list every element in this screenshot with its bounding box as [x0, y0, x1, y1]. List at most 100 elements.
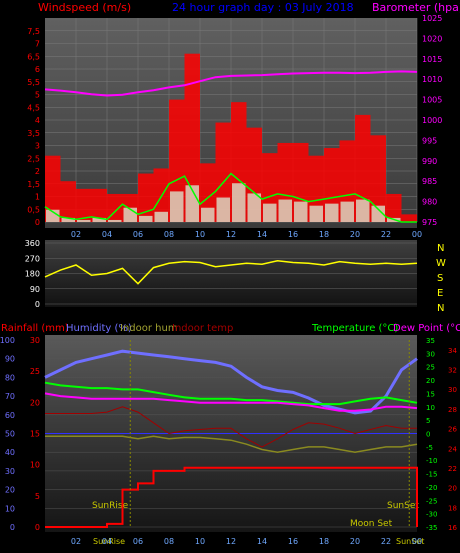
- dewpoint-tick-label: 20: [448, 485, 457, 493]
- sunset-axis-label: SunSet: [396, 537, 424, 546]
- gust-bar: [324, 148, 340, 222]
- temperature-tick-label: -20: [426, 484, 437, 492]
- gust-bar: [91, 188, 107, 222]
- wind-tick-label: 0: [35, 218, 40, 227]
- barometer-tick-label: 1025: [422, 14, 442, 23]
- indoor-hum-line: [45, 435, 418, 453]
- dewpoint-tick-label: 30: [448, 386, 457, 394]
- wind-x-tick: 00: [412, 230, 422, 239]
- temp-x-tick: 18: [319, 537, 329, 546]
- direction-tick-label: 90: [30, 285, 40, 294]
- dewpoint-line: [44, 392, 418, 412]
- legend-indoor-hum: Indoor hum: [120, 323, 178, 334]
- dewpoint-tick-label: 24: [448, 445, 457, 453]
- barometer-tick-label: 975: [422, 218, 437, 227]
- temp-x-tick: 14: [257, 537, 267, 546]
- gust-bar: [215, 122, 231, 222]
- wind-tick-label: 5,5: [27, 78, 40, 87]
- wind-tick-label: 5: [35, 91, 40, 100]
- gust-bar: [45, 155, 61, 222]
- wind-x-tick: 08: [164, 230, 174, 239]
- humidity-tick-label: 30: [5, 467, 15, 476]
- temperature-tick-label: 30: [426, 350, 435, 358]
- wind-avg-bar: [185, 185, 199, 222]
- legend-temperature: Temperature (°C): [311, 323, 398, 334]
- legend-humidity: Humidity (%): [66, 323, 132, 334]
- direction-tick-label: 270: [25, 254, 40, 263]
- compass-n-bottom: N: [437, 303, 444, 314]
- wind-avg-bar: [232, 183, 246, 222]
- gust-bar: [200, 163, 216, 222]
- wind-x-tick: 14: [257, 230, 267, 239]
- barometer-tick-label: 995: [422, 136, 437, 145]
- temperature-tick-label: -35: [426, 524, 437, 532]
- dewpoint-tick-label: 16: [448, 524, 457, 532]
- wind-tick-label: 6,5: [27, 52, 40, 61]
- direction-tick-label: 360: [25, 239, 40, 248]
- humidity-tick-label: 50: [5, 430, 15, 439]
- dewpoint-tick-label: 32: [448, 367, 457, 375]
- wind-x-tick: 12: [226, 230, 236, 239]
- temperature-tick-label: 0: [426, 431, 430, 439]
- barometer-line: [44, 70, 418, 97]
- temp-x-tick: 20: [350, 537, 360, 546]
- average-wind-line: [44, 172, 417, 223]
- dewpoint-tick-label: 26: [448, 426, 457, 434]
- wind-avg-bar: [61, 217, 75, 222]
- temp-x-tick: 02: [71, 537, 81, 546]
- direction-tick-label: 0: [35, 300, 40, 309]
- wind-tick-label: 1: [35, 193, 40, 202]
- wind-tick-label: 7,5: [27, 27, 40, 36]
- wind-x-tick: 18: [319, 230, 329, 239]
- wind-tick-label: 7: [35, 40, 40, 49]
- legend-dewpoint: Dew Point (°C): [393, 323, 460, 334]
- rainfall-tick-label: 25: [30, 367, 40, 376]
- wind-avg-bar: [77, 219, 91, 222]
- wind-x-tick: 02: [71, 230, 81, 239]
- wind-avg-bar: [263, 203, 277, 222]
- barometer-tick-label: 980: [422, 198, 437, 207]
- wind-avg-bar: [170, 191, 184, 222]
- wind-direction-line: [44, 260, 418, 285]
- wind-tick-label: 3: [35, 142, 40, 151]
- gust-bar: [401, 214, 417, 222]
- wind-avg-bar: [340, 201, 354, 222]
- humidity-tick-label: 10: [5, 504, 15, 513]
- wind-tick-label: 4,5: [27, 103, 40, 112]
- barometer-tick-label: 1020: [422, 34, 442, 43]
- legend-indoor-temp: Indoor temp: [172, 323, 233, 334]
- wind-tick-label: 2: [35, 167, 40, 176]
- humidity-tick-label: 90: [5, 355, 15, 364]
- temperature-tick-label: 15: [426, 390, 435, 398]
- humidity-tick-label: 20: [5, 486, 15, 495]
- barometer-tick-label: 1000: [422, 116, 442, 125]
- temp-x-tick: 10: [195, 537, 205, 546]
- temp-x-tick: 22: [381, 537, 391, 546]
- wind-avg-bar: [278, 199, 292, 222]
- gust-bar: [60, 181, 76, 222]
- moonset-label: Moon Set: [350, 519, 393, 529]
- gust-bar: [370, 135, 386, 222]
- wind-avg-bar: [371, 205, 385, 222]
- gust-bar: [138, 173, 154, 222]
- temperature-tick-label: 20: [426, 377, 435, 385]
- sunrise-label: SunRise: [92, 501, 129, 511]
- wind-avg-bar: [247, 193, 261, 222]
- dewpoint-tick-label: 18: [448, 504, 457, 512]
- temp-x-tick: 00: [412, 537, 422, 546]
- wind-avg-bar: [108, 219, 122, 222]
- dewpoint-tick-label: 28: [448, 406, 457, 414]
- rainfall-tick-label: 20: [30, 398, 40, 407]
- barometer-axis-label: Barometer (hpa): [372, 1, 460, 14]
- temperature-tick-label: 25: [426, 364, 435, 372]
- compass-w: W: [436, 258, 446, 269]
- chart-title: 24 hour graph day : 03 July 2018: [172, 1, 354, 14]
- gust-bar: [386, 193, 402, 222]
- wind-tick-label: 0,5: [27, 205, 40, 214]
- wind-tick-label: 3,5: [27, 129, 40, 138]
- temperature-tick-label: -15: [426, 471, 437, 479]
- barometer-tick-label: 1015: [422, 55, 442, 64]
- wind-avg-bar: [294, 201, 308, 222]
- humidity-tick-label: 0: [10, 523, 15, 532]
